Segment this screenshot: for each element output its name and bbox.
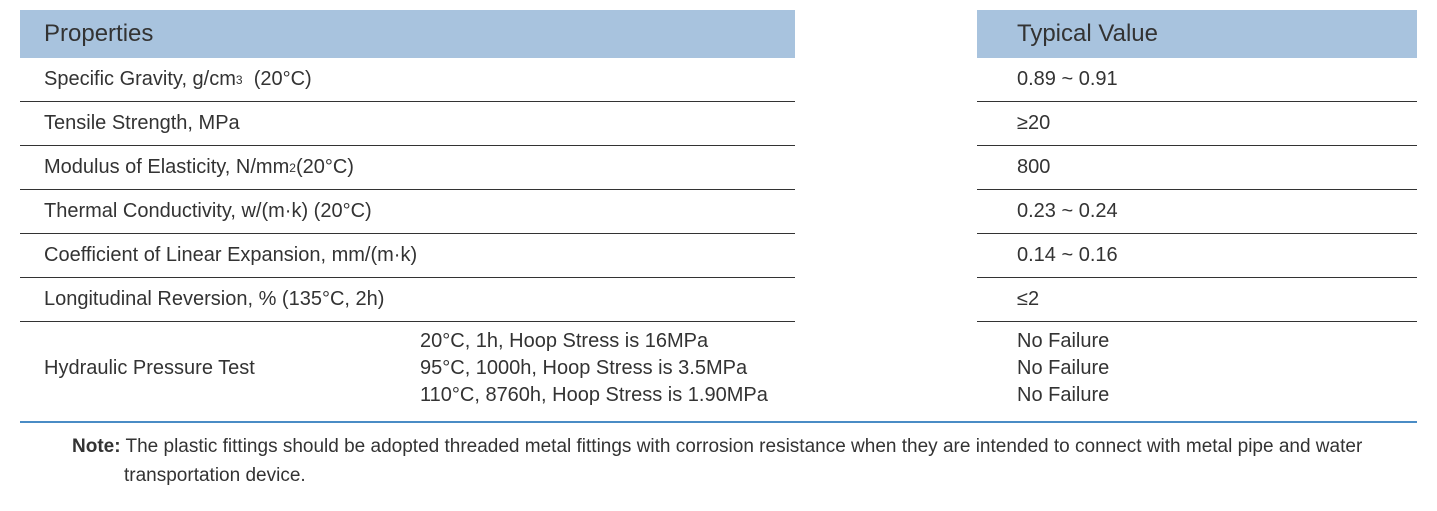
- table-header-row: Properties Typical Value: [20, 10, 1417, 58]
- property-cell: Tensile Strength, MPa: [20, 102, 795, 146]
- value-cell: ≥20: [977, 102, 1417, 146]
- properties-table: Properties Typical Value Specific Gravit…: [20, 10, 1417, 423]
- value-line: No Failure: [1017, 330, 1417, 353]
- multi-values: No Failure No Failure No Failure: [977, 322, 1417, 415]
- value-cell: 0.23 ~ 0.24: [977, 190, 1417, 234]
- note-text: Note: The plastic fittings should be ado…: [72, 423, 1417, 490]
- gap-cell: [795, 234, 977, 278]
- note-label: Note:: [72, 436, 121, 457]
- gap-cell: [795, 58, 977, 102]
- property-cell: Thermal Conductivity, w/(m·k) (20°C): [20, 190, 795, 234]
- value-line: No Failure: [1017, 384, 1417, 407]
- table-row: Thermal Conductivity, w/(m·k) (20°C) 0.23…: [20, 190, 1417, 234]
- gap-cell: [795, 102, 977, 146]
- table-row: Modulus of Elasticity, N/mm2 (20°C) 800: [20, 146, 1417, 190]
- condition-line: 110°C, 8760h, Hoop Stress is 1.90MPa: [420, 384, 977, 407]
- table-row-multi: Hydraulic Pressure Test 20°C, 1h, Hoop S…: [20, 322, 1417, 415]
- note-body: The plastic fittings should be adopted t…: [121, 436, 1363, 486]
- condition-line: 20°C, 1h, Hoop Stress is 16MPa: [420, 330, 977, 353]
- table-row: Specific Gravity, g/cm3 (20°C) 0.89 ~ 0.9…: [20, 58, 1417, 102]
- value-cell: 0.14 ~ 0.16: [977, 234, 1417, 278]
- value-cell: 0.89 ~ 0.91: [977, 58, 1417, 102]
- table-row: Coefficient of Linear Expansion, mm/(m·k…: [20, 234, 1417, 278]
- header-typical-value: Typical Value: [977, 10, 1417, 58]
- gap-cell: [795, 190, 977, 234]
- property-cell: Specific Gravity, g/cm3 (20°C): [20, 58, 795, 102]
- condition-line: 95°C, 1000h, Hoop Stress is 3.5MPa: [420, 357, 977, 380]
- multi-conditions: 20°C, 1h, Hoop Stress is 16MPa 95°C, 1000…: [420, 322, 977, 415]
- table-row: Longitudinal Reversion, % (135°C, 2h) ≤2: [20, 278, 1417, 322]
- gap-cell: [795, 146, 977, 190]
- multi-property-label: Hydraulic Pressure Test: [20, 322, 420, 415]
- value-line: No Failure: [1017, 357, 1417, 380]
- property-cell: Coefficient of Linear Expansion, mm/(m·k…: [20, 234, 795, 278]
- header-properties: Properties: [20, 10, 795, 58]
- header-gap: [795, 10, 977, 58]
- table-row: Tensile Strength, MPa ≥20: [20, 102, 1417, 146]
- gap-cell: [795, 278, 977, 322]
- value-cell: 800: [977, 146, 1417, 190]
- value-cell: ≤2: [977, 278, 1417, 322]
- property-cell: Modulus of Elasticity, N/mm2 (20°C): [20, 146, 795, 190]
- property-cell: Longitudinal Reversion, % (135°C, 2h): [20, 278, 795, 322]
